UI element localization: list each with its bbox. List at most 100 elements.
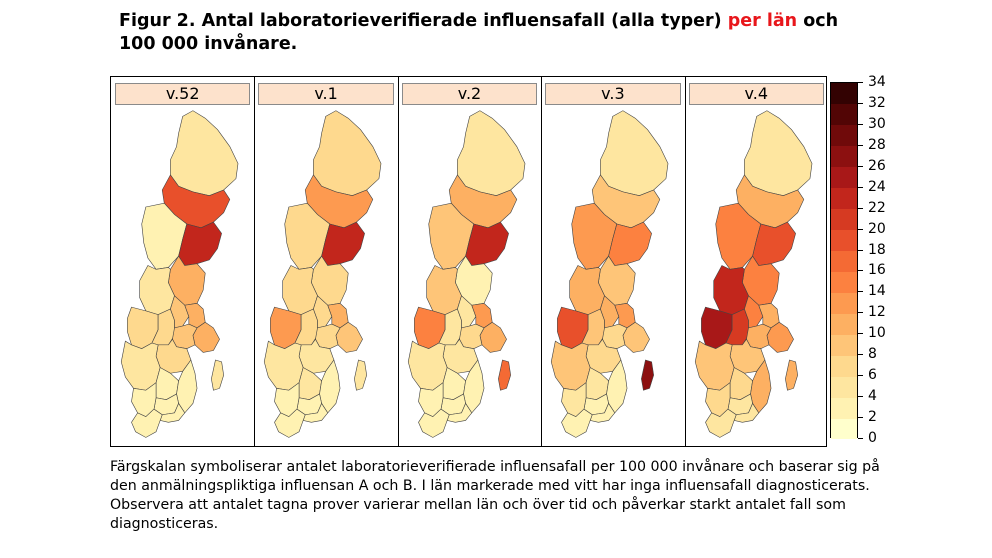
- county-blekinge: [446, 402, 472, 423]
- legend-swatch: [831, 166, 857, 189]
- panel-divider: [541, 77, 543, 446]
- panel-week-label: v.2: [401, 83, 538, 105]
- county-jamtland: [428, 202, 474, 270]
- legend-swatch: [831, 187, 857, 210]
- legend-tick: [858, 438, 863, 439]
- county-skane: [704, 408, 737, 438]
- county-gotland: [497, 359, 511, 391]
- county-sodermanland: [745, 323, 772, 349]
- legend-swatch: [831, 271, 857, 293]
- legend-tick-label: 26: [868, 157, 886, 174]
- legend-tick: [858, 207, 863, 209]
- legend-swatch: [831, 145, 857, 168]
- legend-swatch: [831, 124, 857, 147]
- panel-divider: [684, 77, 686, 446]
- legend-tick-label: 16: [868, 262, 886, 279]
- county-dalarna: [139, 265, 175, 315]
- county-norrbotten: [313, 110, 382, 196]
- county-vastra-gotaland: [264, 340, 304, 391]
- panel-week-label: v.1: [258, 83, 394, 105]
- legend-tick-label: 8: [868, 346, 877, 363]
- panel-divider: [397, 77, 399, 446]
- county-norrbotten: [743, 110, 812, 196]
- county-dalarna: [426, 265, 462, 315]
- sweden-county-map: [694, 110, 812, 438]
- map-panel: v.4: [685, 77, 828, 446]
- legend-tick-label: 30: [868, 115, 886, 132]
- map-grid: v.52 v.1 v.2 v.3 v.4: [110, 76, 827, 447]
- legend-swatch: [831, 229, 857, 252]
- county-blekinge: [589, 402, 616, 423]
- legend-tick-label: 2: [868, 409, 877, 426]
- figure-caption: Färgskalan symboliserar antalet laborato…: [110, 459, 880, 532]
- legend-tick: [858, 375, 863, 377]
- figure-title: Figur 2. Antal laboratorieverifierade in…: [119, 10, 879, 56]
- legend-tick-label: 34: [868, 74, 886, 90]
- legend-tick-label: 20: [868, 220, 886, 237]
- figure-title-highlight: per län: [727, 11, 798, 31]
- legend-tick: [858, 333, 863, 335]
- county-vasternorrland: [608, 221, 653, 266]
- map-panel: v.1: [254, 77, 397, 446]
- legend-swatch: [831, 376, 857, 398]
- legend-tick-label: 0: [868, 430, 877, 446]
- legend-tick: [858, 396, 863, 398]
- county-gotland: [354, 359, 368, 391]
- legend-tick-label: 28: [868, 136, 886, 153]
- county-skane: [417, 408, 450, 438]
- panel-week-label: v.3: [545, 83, 681, 105]
- county-kalmar: [463, 359, 485, 414]
- legend-color-bar: [830, 82, 858, 440]
- county-blekinge: [733, 402, 759, 423]
- legend-swatch: [831, 83, 857, 105]
- county-vasternorrland: [321, 221, 366, 266]
- county-gotland: [211, 359, 224, 391]
- county-gotland: [784, 359, 798, 391]
- legend-swatch: [831, 418, 857, 440]
- legend-tick-label: 6: [868, 367, 877, 384]
- legend-tick: [858, 417, 863, 419]
- legend-tick: [858, 102, 863, 104]
- legend-tick-label: 12: [868, 304, 886, 321]
- county-gotland: [641, 359, 655, 391]
- legend-tick: [858, 312, 863, 314]
- county-jamtland: [571, 202, 618, 270]
- legend-tick-label: 22: [868, 199, 886, 216]
- county-sodermanland: [458, 323, 485, 349]
- legend-swatch: [831, 397, 857, 419]
- map-panel: v.3: [541, 77, 684, 446]
- county-vastra-gotaland: [551, 340, 591, 391]
- county-kalmar: [749, 359, 771, 414]
- county-vastra-gotaland: [407, 340, 448, 391]
- legend-tick: [858, 123, 863, 125]
- sweden-county-map: [551, 110, 669, 438]
- legend-swatch: [831, 334, 857, 356]
- county-dalarna: [569, 265, 606, 315]
- county-dalarna: [282, 265, 319, 315]
- county-sodermanland: [602, 323, 628, 349]
- legend-tick: [858, 354, 863, 356]
- county-jamtland: [715, 202, 761, 270]
- legend-tick: [858, 249, 863, 251]
- legend-swatch: [831, 250, 857, 272]
- legend-tick-label: 10: [868, 325, 886, 342]
- panel-divider: [254, 77, 256, 446]
- sweden-county-map: [264, 110, 382, 438]
- county-blekinge: [159, 402, 186, 423]
- legend-tick: [858, 165, 863, 167]
- map-panel: v.2: [398, 77, 541, 446]
- panel-week-label: v.4: [688, 83, 824, 105]
- figure-title-part2: och 100 000 invånare.: [119, 11, 839, 54]
- county-kalmar: [176, 359, 198, 414]
- county-kalmar: [606, 359, 628, 414]
- county-norrbotten: [456, 110, 526, 196]
- legend-tick-label: 24: [868, 178, 886, 195]
- county-sodermanland: [315, 323, 341, 349]
- legend-swatch: [831, 355, 857, 377]
- legend-tick-label: 4: [868, 388, 877, 405]
- panel-week-label: v.52: [115, 83, 251, 105]
- county-norrbotten: [600, 110, 669, 196]
- legend-tick: [858, 186, 863, 188]
- legend-swatch: [831, 103, 857, 126]
- county-dalarna: [712, 265, 749, 315]
